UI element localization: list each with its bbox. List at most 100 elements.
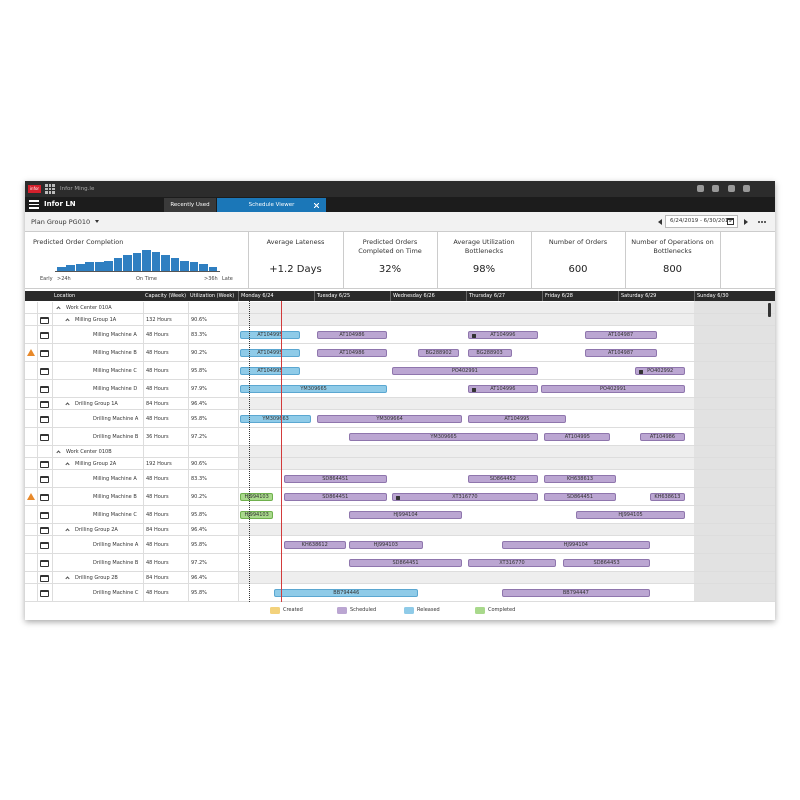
row-icon[interactable] [40, 400, 49, 408]
gantt-bar[interactable]: SD864452 [467, 475, 539, 483]
dropdown-caret[interactable] [95, 220, 99, 223]
gantt-bar[interactable]: AT104995 [467, 415, 567, 423]
row-icon[interactable] [40, 493, 49, 501]
menu-line[interactable] [29, 203, 39, 205]
date-range[interactable]: 6/24/2019 - 6/30/2019 [665, 215, 738, 228]
header-icon[interactable] [697, 185, 704, 192]
gantt-bar[interactable]: XT316770 [391, 493, 539, 501]
day-header: Monday 6/24 [241, 293, 274, 299]
row-shade [238, 458, 694, 469]
gantt-bar[interactable]: BG288903 [467, 349, 512, 357]
gantt-bar[interactable]: HJ994105 [576, 511, 685, 519]
location: Drilling Group 1A [75, 401, 118, 407]
row [25, 302, 775, 314]
more-dot[interactable] [761, 221, 763, 223]
gantt-bar[interactable]: BG288902 [418, 349, 460, 357]
gantt-bar[interactable]: BB794447 [501, 589, 650, 597]
tab[interactable]: Recently Used [164, 198, 216, 212]
gantt-bar[interactable]: YM309665 [240, 385, 387, 393]
gantt-bar[interactable]: AT104986 [317, 349, 387, 357]
cell-divider [188, 488, 189, 506]
row-icon[interactable] [40, 316, 49, 324]
cell-divider [143, 362, 144, 380]
gantt-bar[interactable]: HJ994104 [501, 541, 650, 549]
calendar-icon[interactable] [727, 218, 734, 225]
gantt-bar[interactable]: YM309665 [348, 433, 539, 441]
gantt-bar[interactable]: HJ994104 [348, 511, 463, 519]
row-icon[interactable] [40, 541, 49, 549]
gantt-bar[interactable]: AT104995 [544, 433, 611, 441]
gantt-bar[interactable]: KH638613 [544, 475, 616, 483]
histogram-bar [132, 253, 142, 271]
more-dot[interactable] [758, 221, 760, 223]
plan-group[interactable]: Plan Group PG010 [31, 218, 91, 226]
bar-label: HJ994105 [618, 512, 643, 518]
row-icon[interactable] [40, 385, 49, 393]
more-dot[interactable] [764, 221, 766, 223]
header-icon[interactable] [743, 185, 750, 192]
utilization: 97.9% [191, 386, 207, 392]
row-icon[interactable] [40, 331, 49, 339]
gantt-bar[interactable]: KH638612 [283, 541, 346, 549]
gantt-bar[interactable]: SD864451 [283, 475, 387, 483]
gantt-bar[interactable]: KH638613 [649, 493, 685, 501]
gantt-bar[interactable]: XT316770 [467, 559, 557, 567]
day-header: Friday 6/28 [545, 293, 573, 299]
capacity: 48 Hours [146, 512, 169, 518]
row-icon[interactable] [40, 559, 49, 567]
gantt-bar[interactable]: PO402991 [391, 367, 539, 375]
cell-divider [143, 458, 144, 470]
capacity: 192 Hours [146, 461, 172, 467]
gantt-bar[interactable]: SD864451 [283, 493, 387, 501]
lock-icon [639, 369, 644, 374]
utilization: 97.2% [191, 560, 207, 566]
bar-label: AT104996 [490, 386, 516, 392]
row-icon[interactable] [40, 511, 49, 519]
gantt-bar[interactable]: AT104996 [467, 385, 539, 393]
kpi-divider [531, 232, 532, 289]
grid-icon-dot [48, 184, 51, 187]
row-icon[interactable] [40, 415, 49, 423]
row-icon[interactable] [40, 460, 49, 468]
row-icon[interactable] [40, 526, 49, 534]
gantt-bar[interactable]: HJ994103 [348, 541, 423, 549]
gantt-bar[interactable]: SD864453 [563, 559, 650, 567]
gantt-bar[interactable]: PO402992 [635, 367, 685, 375]
gantt-bar[interactable]: AT104987 [584, 349, 657, 357]
gantt-bar[interactable]: AT104996 [467, 331, 539, 339]
header-icon[interactable] [728, 185, 735, 192]
utilization: 97.2% [191, 434, 207, 440]
gantt-bar[interactable]: AT104986 [317, 331, 387, 339]
row-icon[interactable] [40, 367, 49, 375]
gantt-bar[interactable]: PO402991 [541, 385, 685, 393]
row-icon[interactable] [40, 574, 49, 582]
gantt-bar[interactable]: AT104995 [240, 331, 300, 339]
gantt-bar[interactable]: YM309664 [317, 415, 463, 423]
row [25, 380, 775, 398]
header-icon[interactable] [712, 185, 719, 192]
menu-line[interactable] [29, 207, 39, 209]
gantt-bar[interactable]: AT104986 [640, 433, 685, 441]
next-arrow[interactable] [744, 219, 748, 225]
row-icon[interactable] [40, 589, 49, 597]
cell-divider [238, 380, 239, 398]
gantt-bar[interactable]: YM309663 [240, 415, 311, 423]
cell-divider [52, 428, 53, 446]
row-icon[interactable] [40, 475, 49, 483]
gantt-bar[interactable]: SD864451 [348, 559, 463, 567]
prev-arrow[interactable] [658, 219, 662, 225]
cell-divider [143, 524, 144, 536]
gantt-bar[interactable]: SD864451 [544, 493, 616, 501]
gantt-bar[interactable]: HJ994103 [240, 493, 273, 501]
gantt-bar[interactable]: HJ994103 [240, 511, 273, 519]
histogram-label: Late [222, 276, 233, 282]
tab[interactable]: Schedule Viewer [217, 198, 326, 212]
row-icon[interactable] [40, 349, 49, 357]
row-icon[interactable] [40, 433, 49, 441]
gantt-bar[interactable]: AT104995 [240, 349, 300, 357]
tab-close[interactable] [314, 203, 319, 208]
gantt-bar[interactable]: BB794446 [274, 589, 419, 597]
gantt-bar[interactable]: AT104987 [584, 331, 657, 339]
menu-line[interactable] [29, 200, 39, 202]
gantt-bar[interactable]: AT104995 [240, 367, 300, 375]
